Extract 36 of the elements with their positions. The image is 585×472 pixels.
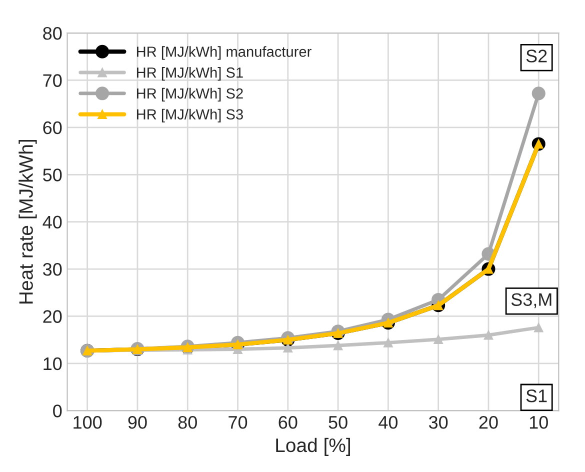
point (532, 86, 546, 100)
y-tick-label: 70 (43, 74, 62, 87)
y-tick-label: 10 (44, 357, 62, 370)
x-tick-label: 50 (328, 416, 348, 429)
x-tick-label: 10 (530, 416, 548, 429)
x-tick-label: 60 (278, 416, 298, 429)
point (534, 322, 544, 332)
x-axis-title: Load [%] (276, 438, 350, 456)
legend-label: HR [MJ/kWh] manufacturer (137, 46, 312, 60)
x-tick-label: 100 (74, 416, 102, 429)
y-tick-label: 80 (43, 26, 62, 40)
y-tick-label: 0 (53, 404, 62, 418)
point (384, 318, 393, 328)
y-tick-label: 50 (43, 168, 62, 182)
legend-label: HR [MJ/kWh] S1 (137, 67, 243, 81)
legend-label: HR [MJ/kWh] S3 (137, 108, 243, 122)
point (484, 330, 494, 340)
y-tick-label: 30 (43, 262, 62, 276)
y-tick-label: 20 (43, 310, 62, 323)
x-tick-label: 20 (479, 416, 498, 429)
x-tick-label: 90 (128, 416, 147, 429)
x-tick-label: 30 (428, 416, 448, 429)
legend-label: HR [MJ/kWh] S2 (137, 88, 243, 102)
y-axis-title: Heat rate [MJ/kWh] (18, 140, 37, 304)
point (384, 338, 393, 348)
x-tick-label: 80 (178, 416, 197, 429)
y-tick-label: 40 (42, 216, 62, 229)
point (283, 343, 293, 353)
annotation: S2 (526, 50, 547, 62)
x-tick-label: 70 (228, 416, 248, 429)
annotation: S1 (526, 389, 547, 402)
point (333, 340, 343, 350)
x-tick-label: 40 (378, 416, 398, 429)
y-tick-label: 60 (43, 121, 62, 134)
point (434, 334, 444, 344)
annotation: S3,M (511, 293, 552, 308)
